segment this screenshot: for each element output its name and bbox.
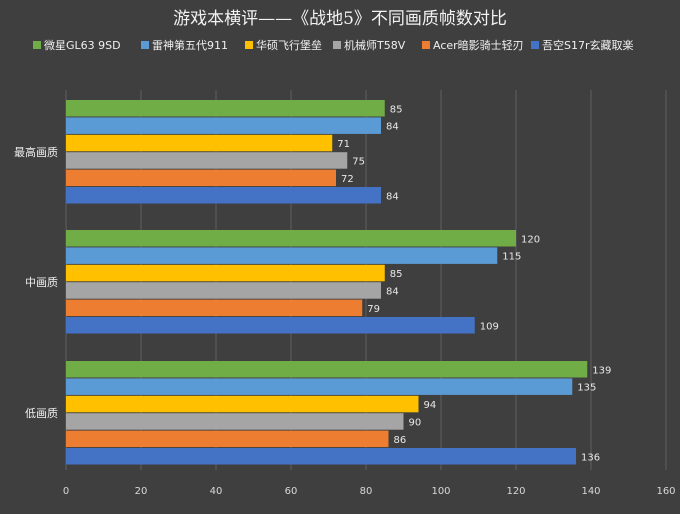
legend-label: Acer暗影骑士轻刃	[433, 38, 524, 52]
bar	[66, 299, 363, 317]
data-label: 71	[337, 139, 350, 150]
category-label: 低画质	[25, 407, 58, 420]
bar	[66, 378, 573, 395]
bar	[66, 100, 385, 117]
data-label: 115	[502, 252, 521, 263]
category-label: 最高画质	[14, 145, 58, 159]
legend-item: 机械师T58V	[333, 38, 406, 52]
data-label: 94	[424, 400, 437, 411]
bar	[66, 134, 333, 152]
data-label: 84	[386, 286, 399, 297]
data-label: 120	[521, 234, 540, 245]
x-tick-label: 80	[360, 486, 373, 497]
data-label: 90	[409, 417, 422, 428]
legend-item: 华硕飞行堡垒	[245, 38, 322, 52]
legend-item: 雷神第五代911	[141, 38, 228, 52]
legend-label: 雷神第五代911	[152, 38, 228, 52]
bar	[66, 282, 381, 299]
legend-label: 机械师T58V	[344, 38, 406, 52]
bar	[66, 395, 419, 413]
bar	[66, 264, 385, 282]
legend-label: 华硕飞行堡垒	[256, 38, 322, 52]
data-label: 79	[367, 304, 380, 315]
legend: 微星GL63 9SD 雷神第五代911 华硕飞行堡垒 机械师T58V Acer暗影骑士轻…	[33, 38, 634, 52]
data-label: 85	[390, 269, 403, 280]
data-label: 85	[390, 104, 403, 115]
bar	[66, 430, 389, 448]
category-label: 中画质	[25, 276, 58, 289]
bar	[66, 117, 381, 134]
x-axis-tick-labels: 0 20 40 60 80 100 120 140 160	[63, 486, 676, 497]
legend-swatch	[531, 41, 539, 49]
bar	[66, 413, 404, 430]
bar-group	[66, 361, 588, 465]
bar	[66, 169, 336, 187]
data-label: 136	[581, 452, 600, 463]
data-label: 75	[352, 156, 365, 167]
x-tick-label: 140	[581, 486, 600, 497]
bar-group	[66, 100, 385, 204]
bar-group	[66, 230, 516, 334]
x-tick-label: 20	[135, 486, 148, 497]
legend-label: 吾空S17r玄藏取楽	[542, 38, 634, 52]
x-tick-label: 120	[506, 486, 525, 497]
bar	[66, 448, 576, 465]
legend-swatch	[422, 41, 430, 49]
bar	[66, 317, 475, 334]
chart-title: 游戏本横评——《战地5》不同画质帧数对比	[173, 9, 507, 29]
x-tick-label: 160	[656, 486, 675, 497]
bars	[66, 100, 588, 465]
bar	[66, 247, 498, 264]
data-label: 72	[341, 174, 354, 185]
legend-item: Acer暗影骑士轻刃	[422, 38, 524, 52]
data-label: 135	[577, 383, 596, 394]
x-tick-label: 60	[285, 486, 298, 497]
bar	[66, 152, 348, 169]
legend-item: 微星GL63 9SD	[33, 38, 121, 52]
x-tick-label: 0	[63, 486, 69, 497]
legend-swatch	[333, 41, 341, 49]
bar	[66, 361, 588, 378]
bar	[66, 187, 381, 204]
data-label: 84	[386, 191, 399, 202]
legend-item: 吾空S17r玄藏取楽	[531, 38, 634, 52]
data-label: 86	[394, 435, 407, 446]
bar	[66, 230, 516, 247]
legend-swatch	[245, 41, 253, 49]
x-tick-label: 40	[210, 486, 223, 497]
data-label: 139	[592, 365, 611, 376]
legend-swatch	[141, 41, 149, 49]
x-tick-label: 100	[431, 486, 450, 497]
data-label: 84	[386, 122, 399, 133]
legend-label: 微星GL63 9SD	[44, 38, 121, 52]
legend-swatch	[33, 41, 41, 49]
data-label: 109	[480, 321, 499, 332]
